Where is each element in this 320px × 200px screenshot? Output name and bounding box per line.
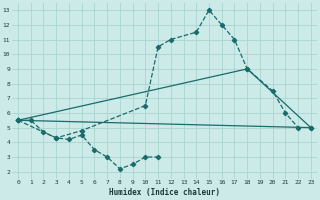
X-axis label: Humidex (Indice chaleur): Humidex (Indice chaleur) (109, 188, 220, 197)
